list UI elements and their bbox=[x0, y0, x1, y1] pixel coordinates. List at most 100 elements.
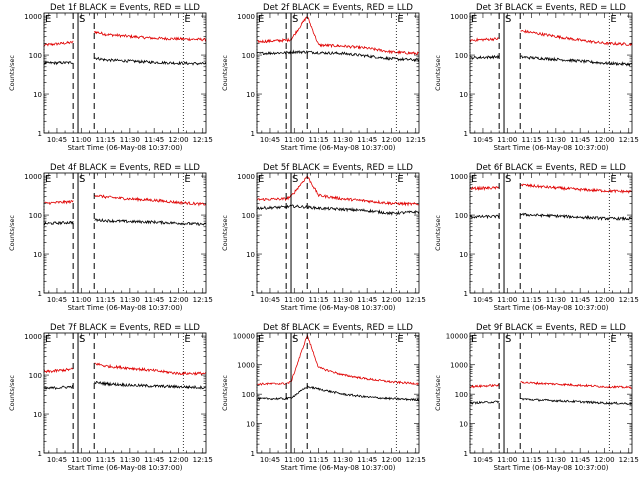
marker-label: E bbox=[258, 174, 264, 185]
x-tick-label: 12:00 bbox=[168, 456, 188, 464]
plot-frame bbox=[256, 12, 420, 134]
series-line-lld bbox=[470, 29, 632, 47]
x-tick-label: 10:45 bbox=[473, 456, 493, 464]
y-tick-label: 100 bbox=[455, 52, 468, 60]
x-axis-label: Start Time (06-May-08 10:37:00) bbox=[280, 304, 395, 312]
y-tick-label: 1000 bbox=[24, 173, 42, 181]
marker-label: S bbox=[505, 174, 511, 185]
y-tick-label: 1000 bbox=[237, 173, 255, 181]
panel-8: Det 8f BLACK = Events, RED = LLD Counts/s… bbox=[221, 323, 426, 472]
x-tick-label: 12:15 bbox=[193, 456, 213, 464]
y-tick-label: 1 bbox=[251, 450, 255, 458]
y-tick-label: 10 bbox=[459, 421, 468, 429]
x-tick-label: 11:00 bbox=[497, 456, 517, 464]
panel-2: Det 2f BLACK = Events, RED = LLD Counts/s… bbox=[221, 3, 426, 152]
marker-label: E bbox=[471, 174, 477, 185]
x-axis-label: Start Time (06-May-08 10:37:00) bbox=[493, 464, 608, 472]
x-tick-label: 12:00 bbox=[594, 456, 614, 464]
x-tick-label: 11:00 bbox=[71, 296, 91, 304]
plot-frame bbox=[469, 332, 633, 454]
y-tick-label: 1000 bbox=[237, 362, 255, 370]
y-tick-label: 100 bbox=[242, 52, 255, 60]
x-tick-label: 11:45 bbox=[144, 296, 164, 304]
marker-label: S bbox=[505, 334, 511, 345]
y-tick-label: 10 bbox=[33, 251, 42, 259]
marker-label: E bbox=[45, 174, 51, 185]
y-tick-label: 100 bbox=[455, 212, 468, 220]
x-tick-label: 11:15 bbox=[521, 296, 541, 304]
x-tick-label: 12:15 bbox=[406, 296, 426, 304]
marker-label: E bbox=[397, 14, 403, 25]
y-tick-label: 10 bbox=[246, 91, 255, 99]
x-tick-label: 12:15 bbox=[406, 136, 426, 144]
panel-4: Det 4f BLACK = Events, RED = LLD Counts/s… bbox=[8, 163, 213, 312]
x-tick-label: 11:00 bbox=[284, 296, 304, 304]
y-tick-label: 10 bbox=[33, 411, 42, 419]
series-line-events bbox=[257, 204, 419, 216]
panel-3: Det 3f BLACK = Events, RED = LLD Counts/s… bbox=[434, 3, 639, 152]
marker-label: E bbox=[471, 14, 477, 25]
x-tick-label: 11:15 bbox=[308, 456, 328, 464]
x-tick-label: 12:00 bbox=[594, 136, 614, 144]
series-line-events bbox=[257, 384, 419, 402]
marker-label: E bbox=[45, 14, 51, 25]
x-tick-label: 11:15 bbox=[95, 296, 115, 304]
y-tick-label: 1000 bbox=[24, 333, 42, 341]
x-tick-label: 11:15 bbox=[95, 136, 115, 144]
x-axis-label: Start Time (06-May-08 10:37:00) bbox=[493, 144, 608, 152]
panel-9: Det 9f BLACK = Events, RED = LLD Counts/s… bbox=[434, 323, 639, 472]
x-tick-label: 11:45 bbox=[357, 456, 377, 464]
y-tick-label: 10 bbox=[33, 91, 42, 99]
y-tick-label: 10000 bbox=[446, 332, 468, 340]
series-line-events bbox=[44, 218, 206, 226]
y-tick-label: 1000 bbox=[450, 173, 468, 181]
y-tick-label: 1 bbox=[38, 130, 42, 138]
x-tick-label: 12:15 bbox=[619, 456, 639, 464]
plot-frame bbox=[469, 12, 633, 134]
series-line-lld bbox=[257, 334, 419, 386]
y-axis-label: Counts/sec bbox=[8, 375, 16, 411]
y-axis-label: Counts/sec bbox=[434, 55, 442, 91]
x-tick-label: 12:15 bbox=[193, 296, 213, 304]
plot-frame bbox=[256, 172, 420, 294]
x-tick-label: 11:00 bbox=[497, 136, 517, 144]
series-line-lld bbox=[44, 30, 206, 47]
y-tick-label: 100 bbox=[242, 212, 255, 220]
x-tick-label: 11:30 bbox=[120, 296, 140, 304]
x-tick-label: 11:30 bbox=[120, 456, 140, 464]
x-tick-label: 11:30 bbox=[333, 296, 353, 304]
x-tick-label: 12:00 bbox=[381, 456, 401, 464]
y-tick-label: 100 bbox=[29, 52, 42, 60]
x-tick-label: 12:15 bbox=[406, 456, 426, 464]
series-line-events bbox=[44, 380, 206, 390]
y-tick-label: 100 bbox=[29, 212, 42, 220]
x-tick-label: 11:00 bbox=[284, 456, 304, 464]
y-axis-label: Counts/sec bbox=[434, 215, 442, 251]
plot-frame bbox=[256, 332, 420, 454]
series-line-lld bbox=[257, 176, 419, 207]
marker-label: E bbox=[258, 334, 264, 345]
series-line-lld bbox=[44, 194, 206, 207]
marker-label: S bbox=[505, 14, 511, 25]
y-tick-label: 100 bbox=[29, 372, 42, 380]
y-tick-label: 1000 bbox=[24, 13, 42, 21]
x-axis-label: Start Time (06-May-08 10:37:00) bbox=[280, 144, 395, 152]
marker-label: E bbox=[184, 334, 190, 345]
x-tick-label: 11:00 bbox=[71, 456, 91, 464]
panel-title: Det 1f BLACK = Events, RED = LLD bbox=[50, 3, 200, 13]
x-tick-label: 10:45 bbox=[47, 136, 67, 144]
y-axis-label: Counts/sec bbox=[434, 375, 442, 411]
x-tick-label: 11:45 bbox=[570, 296, 590, 304]
series-line-lld bbox=[470, 183, 632, 194]
x-tick-label: 11:45 bbox=[144, 456, 164, 464]
plot-frame bbox=[43, 332, 207, 454]
x-tick-label: 11:45 bbox=[570, 136, 590, 144]
panel-title: Det 2f BLACK = Events, RED = LLD bbox=[263, 3, 413, 13]
y-tick-label: 1 bbox=[464, 450, 468, 458]
x-tick-label: 11:30 bbox=[546, 136, 566, 144]
series-line-events bbox=[44, 56, 206, 66]
y-tick-label: 1 bbox=[464, 290, 468, 298]
y-tick-label: 1 bbox=[251, 290, 255, 298]
marker-label: S bbox=[292, 334, 298, 345]
